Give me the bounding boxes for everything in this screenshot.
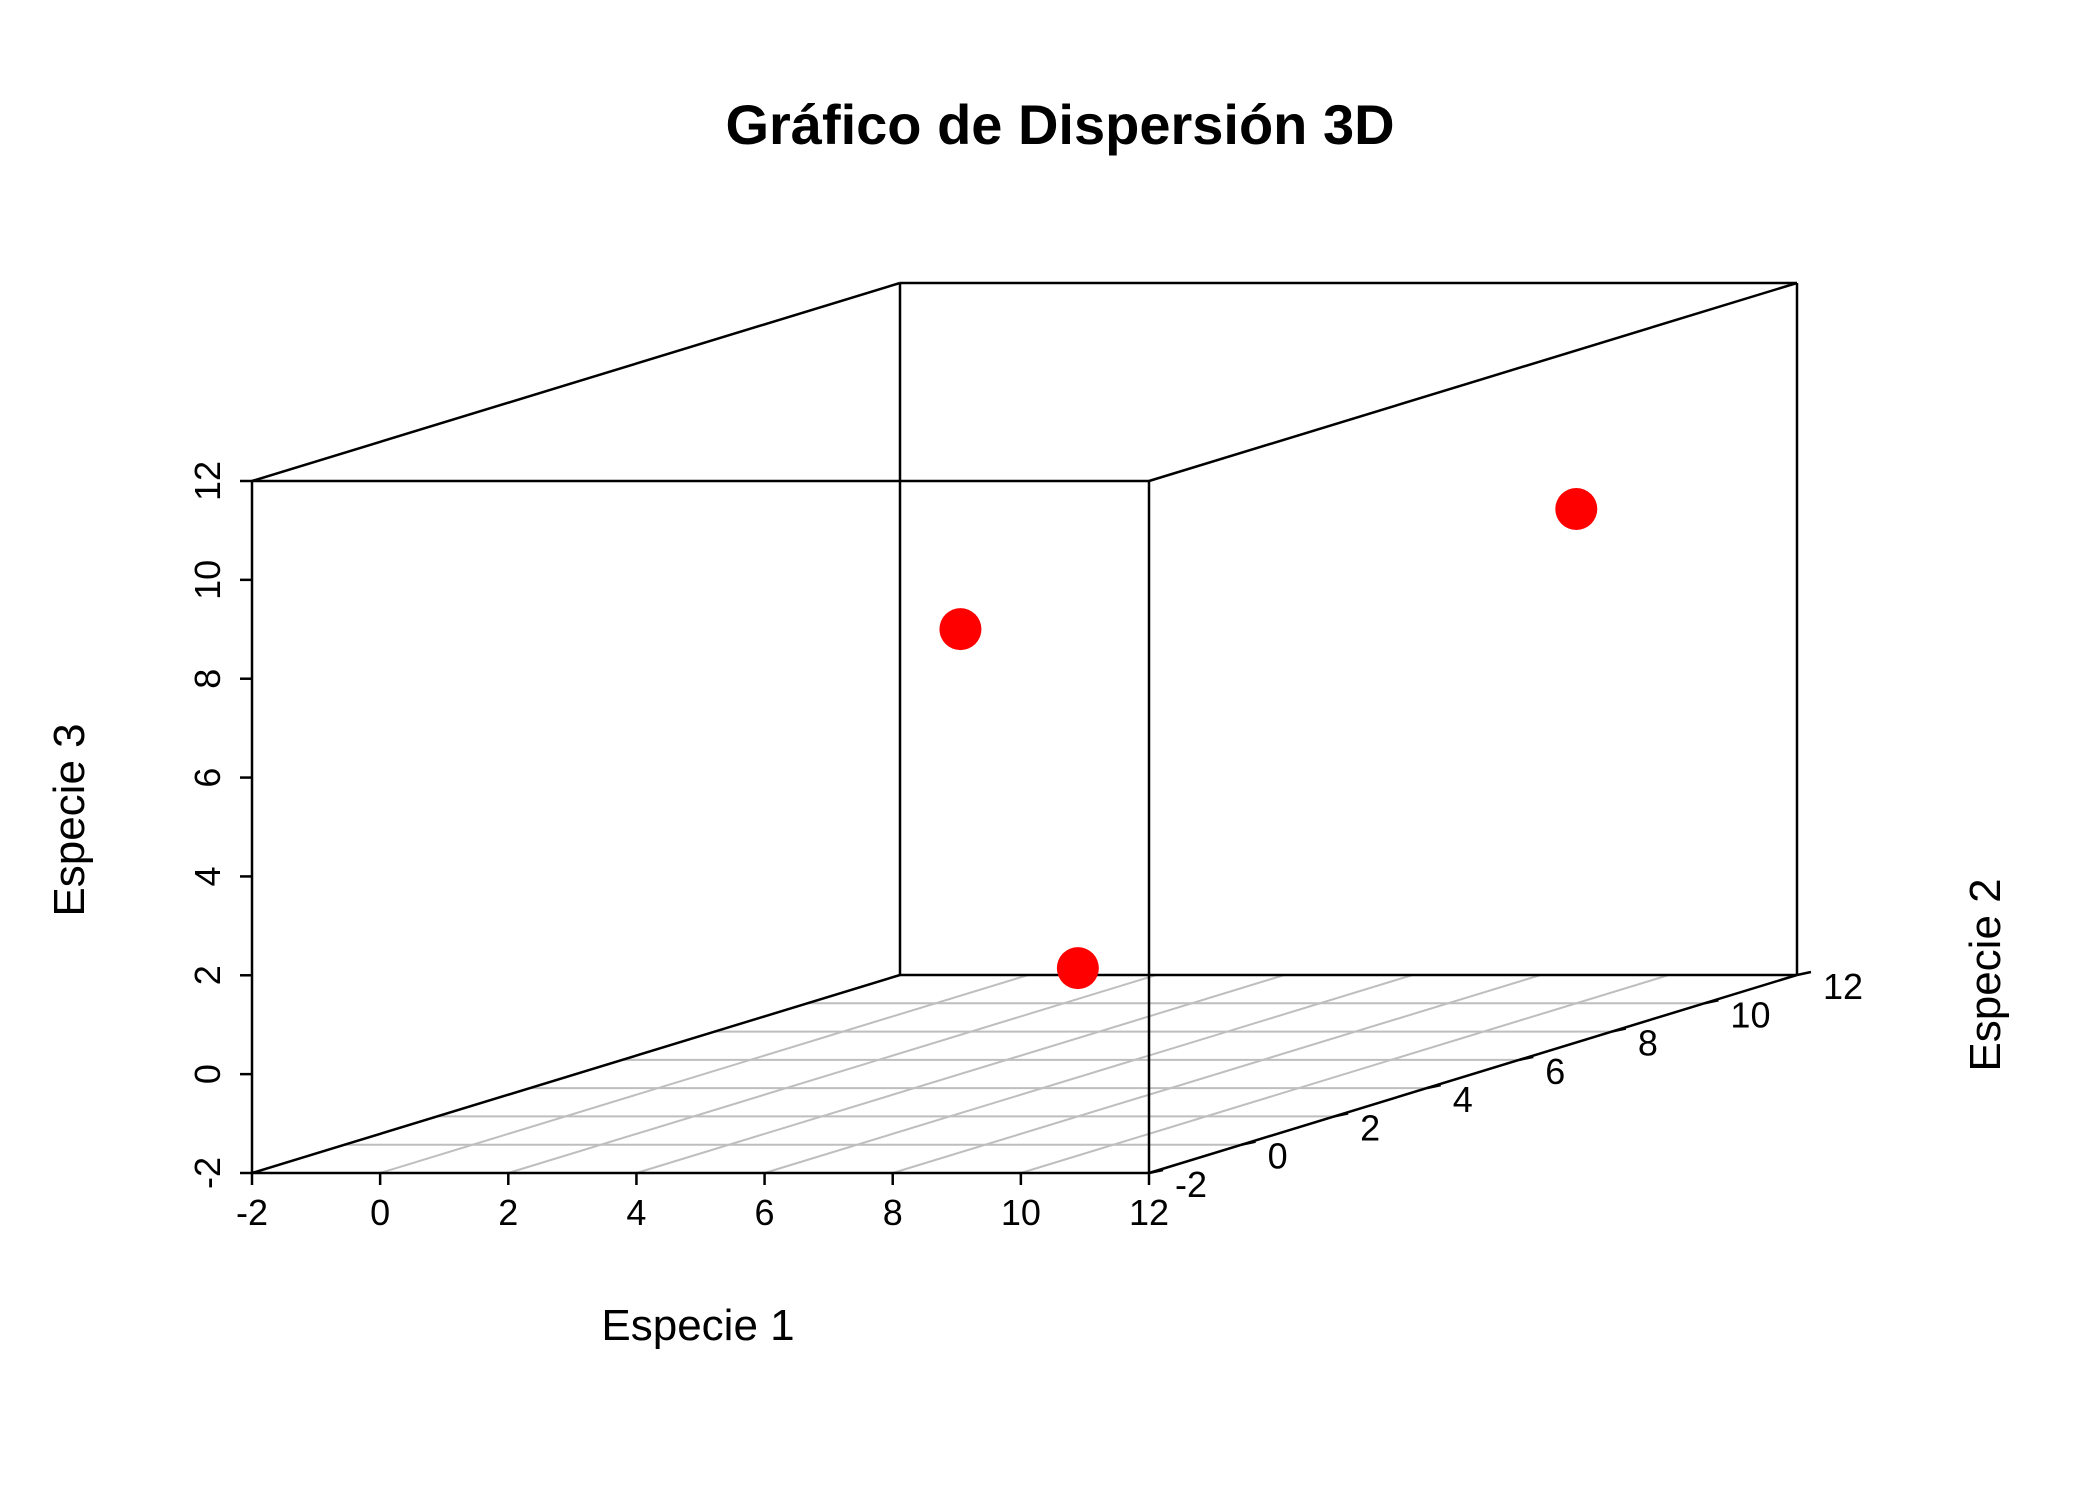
x-tick-label: 4 — [626, 1192, 646, 1233]
y-tick — [1426, 1083, 1441, 1090]
y-tick — [1796, 970, 1812, 977]
x-tick-label: 6 — [755, 1192, 775, 1233]
grid-line-x — [507, 974, 1157, 1174]
grid-line-x — [379, 974, 1029, 1174]
data-point — [1056, 947, 1099, 990]
z-tick-label: 6 — [187, 768, 228, 788]
x-tick-label: 12 — [1129, 1192, 1169, 1233]
z-tick-label: 0 — [187, 1064, 228, 1084]
y-tick-label: 0 — [1268, 1136, 1288, 1177]
y-tick — [1611, 1027, 1627, 1033]
box-edge — [251, 973, 901, 1175]
z-tick-label: 10 — [187, 560, 228, 600]
data-point — [939, 608, 982, 651]
y-tick-label: 10 — [1730, 994, 1770, 1035]
y-tick-label: -2 — [1175, 1164, 1207, 1205]
z-tick-label: 12 — [187, 461, 228, 501]
z-tick-label: 4 — [187, 866, 228, 886]
y-tick — [1148, 1168, 1164, 1175]
y-axis-line — [1148, 973, 1798, 1175]
grid-line-x — [1020, 974, 1670, 1174]
y-tick-label: 12 — [1823, 966, 1863, 1007]
x-tick-label: 2 — [498, 1192, 518, 1233]
z-axis-label: Especie 3 — [45, 723, 94, 916]
z-tick-label: 8 — [187, 669, 228, 689]
y-tick-label: 2 — [1360, 1107, 1380, 1148]
z-tick-label: 2 — [187, 965, 228, 985]
y-tick-label: 8 — [1638, 1023, 1658, 1064]
y-tick — [1704, 999, 1719, 1005]
box-edge — [1148, 281, 1798, 483]
y-tick-label: 4 — [1453, 1079, 1473, 1120]
y-tick-label: 6 — [1545, 1051, 1565, 1092]
grid-line-x — [764, 974, 1413, 1174]
data-points — [939, 488, 1598, 990]
z-tick-label: -2 — [187, 1157, 228, 1189]
floor-grid — [251, 974, 1798, 1174]
plot-box — [250, 281, 1799, 1175]
x-tick-label: 0 — [370, 1192, 390, 1233]
grid-line-x — [636, 974, 1285, 1174]
box-edge — [251, 281, 901, 483]
x-tick-label: -2 — [236, 1192, 268, 1233]
x-tick-label: 8 — [883, 1192, 903, 1233]
grid-line-x — [892, 974, 1542, 1174]
chart-title: Gráfico de Dispersión 3D — [725, 93, 1394, 156]
y-tick — [1519, 1055, 1534, 1062]
y-tick — [1241, 1140, 1256, 1146]
y-tick — [1333, 1112, 1349, 1118]
data-point — [1555, 488, 1598, 530]
y-axis-label: Especie 2 — [1961, 878, 2010, 1071]
x-tick-label: 10 — [1001, 1192, 1041, 1233]
x-axis-label: Especie 1 — [601, 1301, 794, 1350]
